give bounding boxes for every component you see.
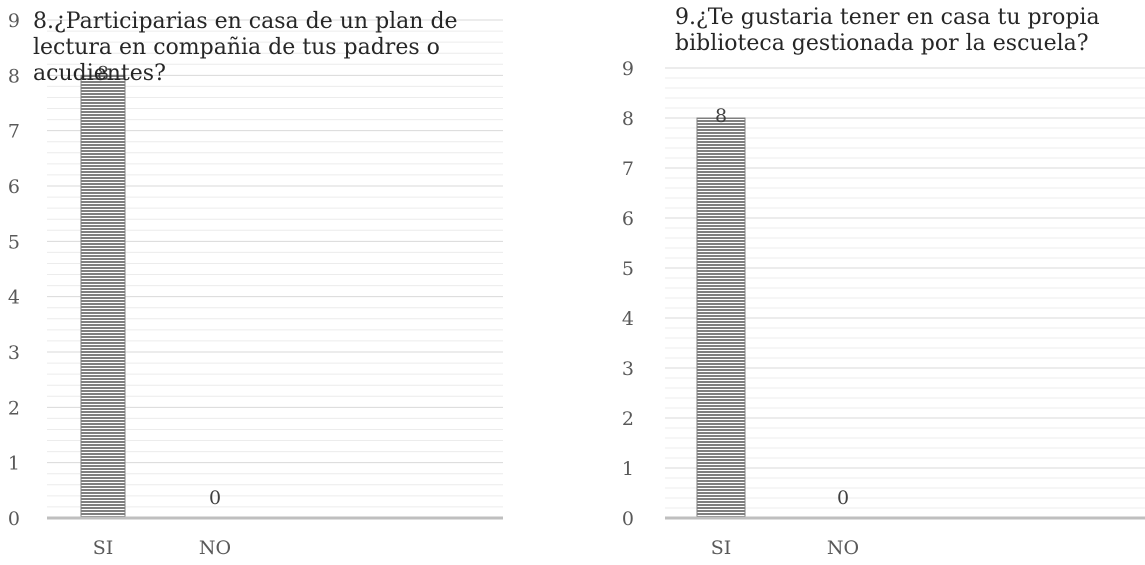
y-tick-label: 3 [8, 342, 20, 364]
y-tick-label: 6 [622, 208, 634, 230]
y-tick-label: 1 [8, 453, 20, 475]
y-tick-label: 6 [8, 176, 20, 198]
x-tick-label: SI [93, 537, 114, 559]
chart-title: 8.¿Participarias en casa de un plan de l… [33, 9, 458, 86]
y-tick-label: 5 [8, 231, 20, 253]
y-tick-label: 0 [8, 508, 20, 530]
y-tick-label: 4 [622, 308, 634, 330]
x-tick-label: SI [711, 537, 732, 559]
x-tick-label: NO [199, 537, 231, 559]
data-label: 8 [715, 105, 727, 127]
data-label: 0 [209, 487, 221, 509]
y-tick-label: 4 [8, 287, 20, 309]
data-label: 8 [97, 62, 109, 84]
y-tick-label: 8 [8, 65, 20, 87]
y-tick-label: 5 [622, 258, 634, 280]
chart-library: 0 1 2 3 4 5 6 7 8 9 8 0 SI NO 9.¿Te gustaria tener en… [600, 0, 1145, 560]
y-tick-label: 9 [622, 58, 634, 80]
y-tick-label: 7 [622, 158, 634, 180]
chart-participation-plot: 0 1 2 3 4 5 6 7 8 9 8 0 SI NO [8, 10, 503, 559]
chart-participation: 0 1 2 3 4 5 6 7 8 9 8 0 SI NO 8.¿Participarias en cas… [0, 0, 545, 560]
data-label: 0 [837, 487, 849, 509]
x-tick-label: NO [827, 537, 859, 559]
bar [80, 74, 126, 519]
bar [696, 117, 746, 519]
chart-title: 9.¿Te gustaria tener en casa tu propia b… [675, 5, 1100, 56]
y-tick-label: 2 [622, 408, 634, 430]
y-tick-label: 1 [622, 458, 634, 480]
y-tick-label: 3 [622, 358, 634, 380]
y-tick-label: 7 [8, 121, 20, 143]
y-tick-label: 8 [622, 108, 634, 130]
chart-library-plot: 0 1 2 3 4 5 6 7 8 9 8 0 SI NO [622, 58, 1145, 559]
y-tick-label: 0 [622, 508, 634, 530]
y-tick-label: 2 [8, 397, 20, 419]
y-tick-label: 9 [8, 10, 20, 32]
